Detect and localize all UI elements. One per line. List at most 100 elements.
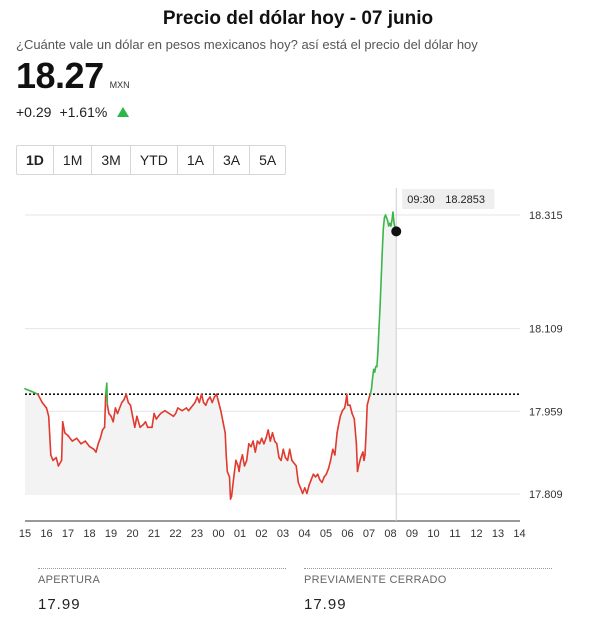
price-change-percent: +1.61% xyxy=(59,104,108,120)
stat-prev-close-label: PREVIAMENTE CERRADO xyxy=(304,574,447,586)
range-1d[interactable]: 1D xyxy=(17,146,54,174)
price-line-segment xyxy=(380,250,384,280)
price-line-segment xyxy=(134,415,138,429)
price-line-segment xyxy=(243,459,248,467)
price-chart[interactable]: 09:30 18.2853 18.315 18.109 17.959 17.809 1… xyxy=(0,180,596,550)
range-1a[interactable]: 1A xyxy=(178,146,214,174)
price-line-segment xyxy=(337,415,342,429)
price-line-segment xyxy=(45,407,50,418)
price-line-segment xyxy=(245,442,250,462)
price-line-segment xyxy=(334,431,338,456)
range-1m[interactable]: 1M xyxy=(54,146,93,174)
price-line-segment xyxy=(125,393,130,404)
current-point-marker xyxy=(391,226,402,237)
price-line-segment xyxy=(364,431,367,456)
x-tick-label: 19 xyxy=(105,528,117,540)
price-line-segment xyxy=(288,448,293,462)
range-5a[interactable]: 5A xyxy=(259,152,277,168)
price-line-segment xyxy=(349,404,353,415)
price-line-segment xyxy=(30,390,39,396)
price-line-segment xyxy=(67,434,74,442)
price-line-segment xyxy=(282,448,287,459)
stat-prev-close-value: 17.99 xyxy=(304,596,347,613)
price-line-segment xyxy=(226,470,231,478)
price-line-segment xyxy=(80,440,87,445)
y-tick-label: 18.109 xyxy=(529,324,563,336)
price-line-segment xyxy=(280,448,285,462)
price-line-segment xyxy=(363,454,366,462)
x-tick-label: 02 xyxy=(255,528,267,540)
price-line-segment xyxy=(291,459,298,467)
price-line-segment xyxy=(345,393,349,407)
x-tick-label: 20 xyxy=(126,528,138,540)
x-tick-label: 04 xyxy=(298,528,310,540)
price-line-segment xyxy=(47,415,52,456)
price-line-segment xyxy=(351,412,356,420)
price-line-segment xyxy=(116,401,123,415)
x-tick-label: 22 xyxy=(169,528,181,540)
price-line-segment xyxy=(168,412,175,418)
price-line-segment xyxy=(263,437,267,445)
price-line-segment xyxy=(200,393,205,404)
price-line-segment xyxy=(181,407,188,412)
price-line-segment xyxy=(267,429,272,442)
price-line-segment xyxy=(151,412,155,429)
price-line-segment xyxy=(155,412,162,420)
price-line-segment xyxy=(230,476,235,498)
price-line-segment xyxy=(233,459,237,478)
price-line-segment xyxy=(153,412,158,420)
price-line-segment xyxy=(392,211,395,225)
up-arrow-icon xyxy=(117,107,130,117)
price-line-segment xyxy=(55,456,60,467)
y-tick-label: 18.315 xyxy=(529,210,563,222)
x-tick-label: 00 xyxy=(212,528,224,540)
price-line-segment xyxy=(356,465,360,473)
price-line-segment xyxy=(24,387,33,393)
price-line-segment xyxy=(297,481,302,489)
price-line-segment xyxy=(238,462,241,473)
price-line-segment xyxy=(71,437,78,442)
price-line-segment xyxy=(254,440,259,453)
price-line-segment xyxy=(241,454,246,467)
range-3m[interactable]: 3M xyxy=(92,146,131,174)
price-line-segment xyxy=(177,407,183,412)
x-tick-label: 12 xyxy=(470,528,482,540)
price-line-segment xyxy=(88,445,95,451)
x-tick-label: 07 xyxy=(363,528,375,540)
price-line-segment xyxy=(365,404,369,434)
x-tick-label: 03 xyxy=(277,528,289,540)
price-line-segment xyxy=(382,217,386,230)
price-line-segment xyxy=(228,476,232,500)
stat-prev-close: PREVIAMENTE CERRADO 17.99 xyxy=(304,568,554,613)
change-row: +0.29 +1.61% xyxy=(16,104,130,120)
price-line-segment xyxy=(57,459,63,467)
range-ytd[interactable]: YTD xyxy=(131,146,178,174)
x-tick-label: 14 xyxy=(513,528,525,540)
price-line-segment xyxy=(379,277,383,307)
x-tick-label: 15 xyxy=(19,528,31,540)
price-line-segment xyxy=(390,219,393,227)
price-line-segment xyxy=(60,420,64,462)
stat-open-label: APERTURA xyxy=(38,574,101,586)
stat-open-value: 17.99 xyxy=(38,596,81,613)
price-line-segment xyxy=(235,459,239,467)
x-tick-label: 08 xyxy=(384,528,396,540)
price-line-segment xyxy=(381,228,385,252)
price-line-segment xyxy=(310,473,315,481)
price-line-segment xyxy=(103,393,107,429)
price-line-segment xyxy=(49,454,54,462)
price-line-segment xyxy=(306,484,310,495)
stat-open: APERTURA 17.99 xyxy=(38,568,288,613)
x-tick-label: 09 xyxy=(406,528,418,540)
page-title: Precio del dólar hoy - 07 junio xyxy=(162,8,434,29)
price-line-segment xyxy=(353,418,358,445)
x-tick-label: 11 xyxy=(449,528,460,540)
x-tick-label: 05 xyxy=(320,528,332,540)
price-line-segment xyxy=(325,467,330,476)
y-tick-label: 17.959 xyxy=(529,406,563,418)
price-line-segment xyxy=(373,365,377,373)
x-tick-label: 17 xyxy=(62,528,74,540)
range-3a[interactable]: 3A xyxy=(214,146,251,174)
tooltip-value: 18.2853 xyxy=(445,194,485,206)
price-line-segment xyxy=(220,409,224,423)
